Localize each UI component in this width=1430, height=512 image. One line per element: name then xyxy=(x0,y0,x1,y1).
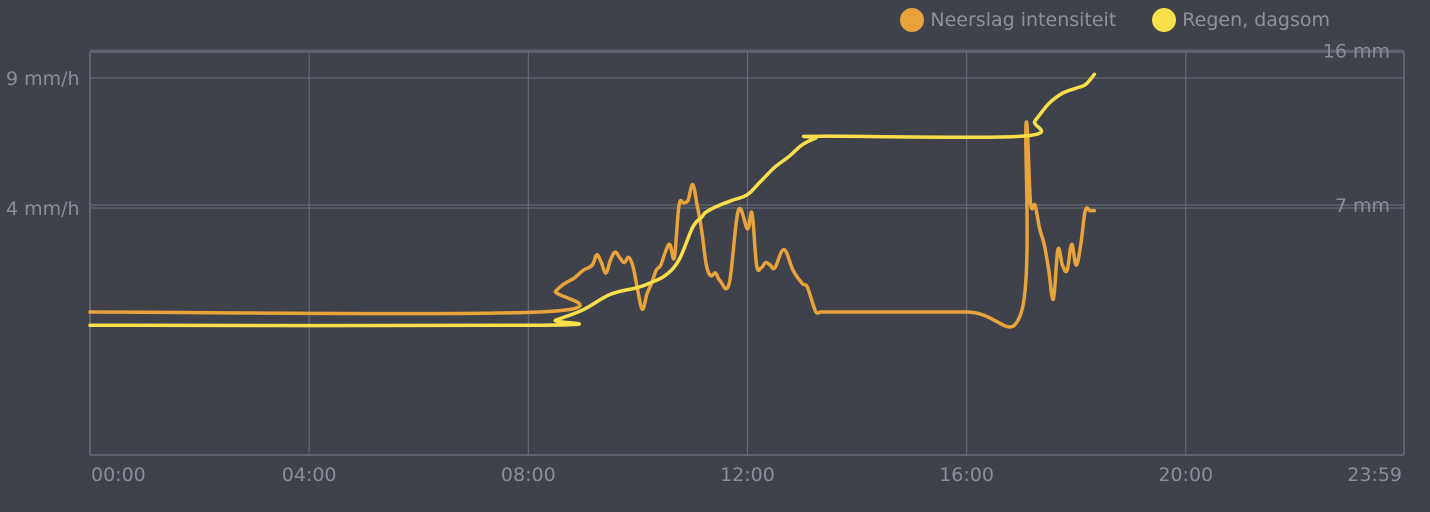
y-right-tick-label: 7 mm xyxy=(1335,195,1390,217)
tick-labels: 00:00 04:00 08:00 12:00 16:00 20:00 23:59 9 mm/… xyxy=(6,40,1402,486)
legend-item-regen[interactable]: Regen, dagsom xyxy=(1152,8,1330,32)
legend-label-neerslag: Neerslag intensiteit xyxy=(930,9,1117,31)
series-line-neerslag-intensiteit xyxy=(88,120,1097,329)
grid xyxy=(89,49,1405,456)
legend-label-regen: Regen, dagsom xyxy=(1182,9,1330,31)
x-tick-label: 16:00 xyxy=(939,464,994,486)
x-tick-label: 20:00 xyxy=(1158,464,1213,486)
series-line-regen-dagsom xyxy=(88,72,1097,328)
legend-item-neerslag[interactable]: Neerslag intensiteit xyxy=(900,8,1116,32)
y-left-tick-label: 4 mm/h xyxy=(6,198,80,220)
y-left-tick-label: 9 mm/h xyxy=(6,68,80,90)
legend-swatch-regen xyxy=(1152,8,1177,32)
x-tick-label: 04:00 xyxy=(282,464,337,486)
legend-swatch-neerslag xyxy=(900,8,925,32)
x-tick-label: 08:00 xyxy=(501,464,556,486)
series-layer xyxy=(88,72,1097,329)
legend: Neerslag intensiteit Regen, dagsom xyxy=(900,8,1330,32)
x-tick-label: 23:59 xyxy=(1347,464,1402,486)
x-tick-label: 12:00 xyxy=(720,464,775,486)
x-tick-label: 00:00 xyxy=(91,464,146,486)
y-right-tick-label: 16 mm xyxy=(1323,40,1390,62)
